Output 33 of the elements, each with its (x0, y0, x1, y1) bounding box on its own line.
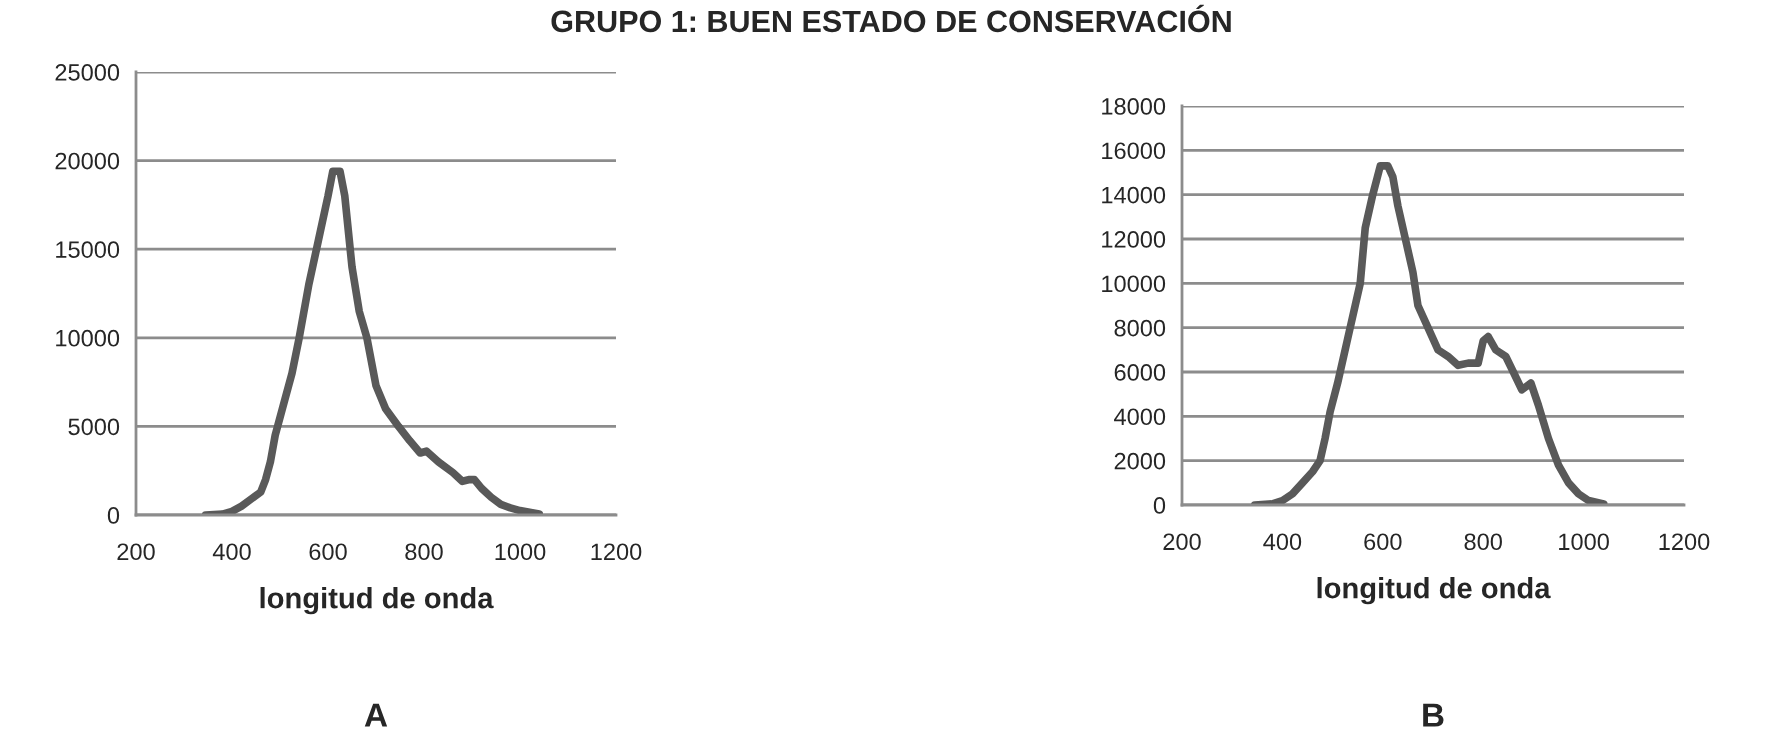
y-tick-label: 10000 (1102, 275, 1166, 293)
y-tick-label: 0 (107, 507, 120, 524)
y-tick-label: 18000 (1102, 98, 1166, 115)
x-tick-label: 600 (1364, 533, 1402, 551)
y-tick-label: 20000 (55, 152, 120, 170)
x-tick-label: 800 (1464, 533, 1502, 551)
x-tick-label: 400 (212, 543, 251, 561)
y-tick-label: 14000 (1102, 186, 1166, 204)
y-tick-label: 12000 (1102, 231, 1166, 248)
x-tick-label: 400 (1263, 533, 1302, 551)
text: B (1423, 703, 1444, 727)
x-tick-label: 1000 (495, 543, 546, 561)
y-tick-label: 6000 (1114, 364, 1166, 381)
text: GRUPO 1: BUEN ESTADO DE CONSERVACIÓN (551, 4, 1231, 33)
x-axis-title: longitud de onda (260, 587, 494, 615)
x-tick-label: 1200 (1659, 533, 1710, 551)
x-tick-label: 200 (1163, 533, 1201, 551)
x-tick-label: 1200 (591, 543, 642, 561)
y-tick-label: 15000 (56, 241, 120, 258)
x-tick-label: 600 (309, 543, 347, 561)
x-tick-label: 800 (405, 543, 443, 561)
y-tick-label: 5000 (68, 418, 120, 436)
x-tick-label: 200 (117, 543, 155, 561)
y-tick-label: 10000 (56, 329, 120, 347)
text: A (364, 703, 388, 727)
x-axis-title: longitud de onda (1317, 577, 1551, 605)
y-tick-label: 8000 (1114, 319, 1166, 337)
y-tick-label: 4000 (1114, 408, 1166, 426)
x-tick-label: 1000 (1559, 533, 1609, 551)
y-tick-label: 2000 (1114, 452, 1166, 470)
y-tick-label: 0 (1153, 497, 1166, 514)
y-tick-label: 16000 (1102, 142, 1166, 160)
y-tick-label: 25000 (55, 64, 120, 81)
